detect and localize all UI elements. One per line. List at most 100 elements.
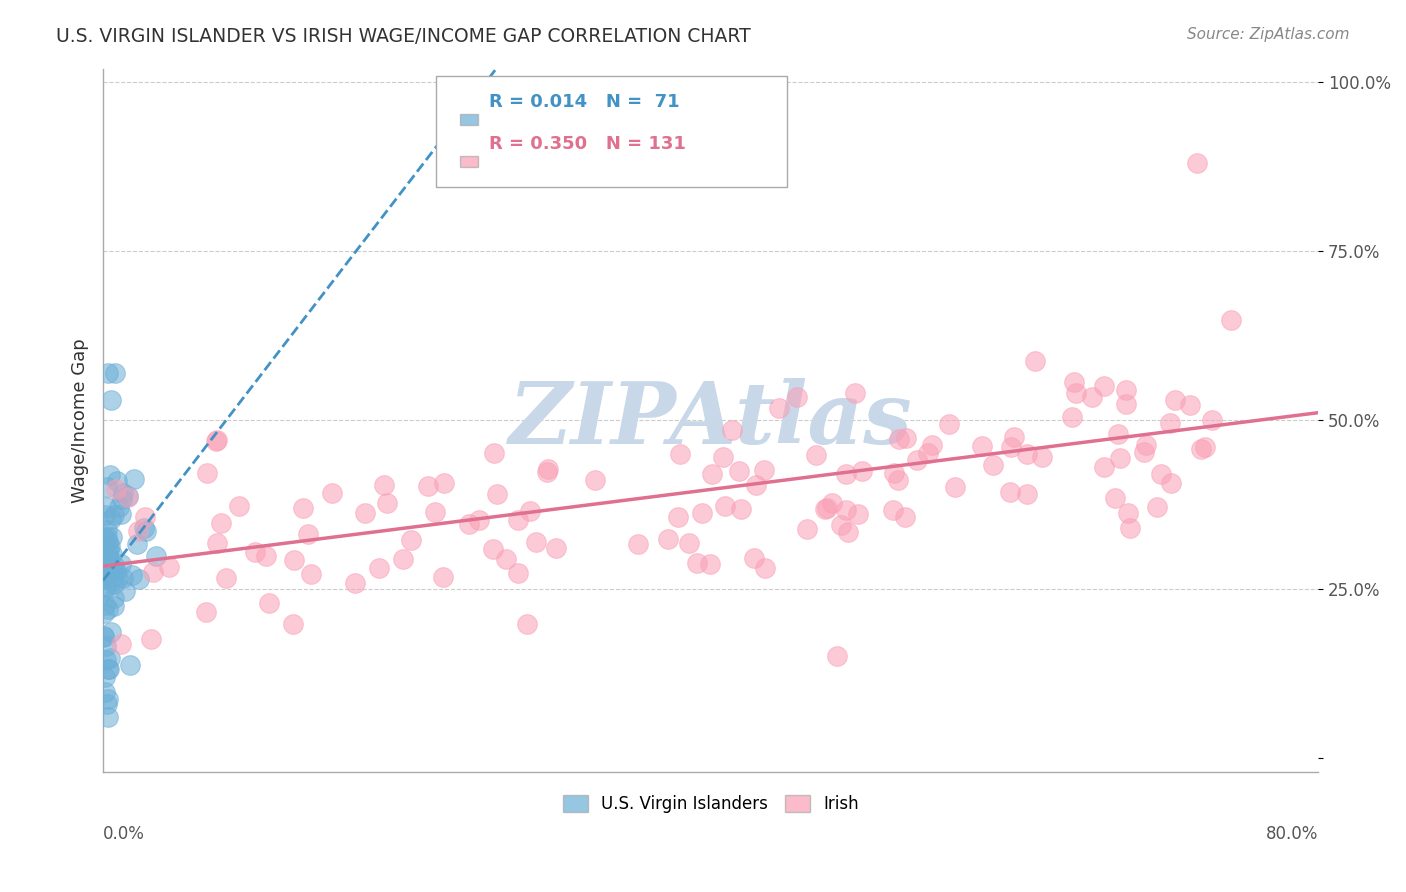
Point	[127, 537, 149, 551]
Point	[97, 551, 120, 566]
Point	[468, 513, 491, 527]
Point	[821, 496, 844, 510]
Point	[112, 485, 135, 500]
Point	[96, 697, 118, 711]
Point	[97, 366, 120, 380]
Point	[375, 496, 398, 510]
Point	[391, 551, 413, 566]
Point	[105, 483, 128, 497]
Point	[299, 567, 322, 582]
Point	[96, 530, 118, 544]
Point	[1115, 383, 1137, 397]
Point	[1194, 441, 1216, 455]
Point	[713, 499, 735, 513]
Point	[98, 467, 121, 482]
Point	[1164, 392, 1187, 407]
Point	[1115, 397, 1137, 411]
Point	[103, 577, 125, 591]
Point	[796, 522, 818, 536]
Point	[506, 513, 529, 527]
Point	[94, 670, 117, 684]
Point	[945, 480, 967, 494]
Point	[97, 548, 120, 562]
Point	[101, 570, 124, 584]
Point	[1015, 447, 1038, 461]
Point	[120, 657, 142, 672]
Point	[94, 559, 117, 574]
Point	[93, 630, 115, 644]
Point	[537, 462, 560, 476]
Point	[837, 525, 859, 540]
Point	[1000, 440, 1022, 454]
Point	[94, 685, 117, 699]
Point	[1092, 379, 1115, 393]
Point	[94, 500, 117, 514]
Point	[998, 484, 1021, 499]
Point	[887, 474, 910, 488]
Point	[134, 510, 156, 524]
Point	[844, 385, 866, 400]
Point	[544, 541, 567, 556]
Point	[195, 467, 218, 481]
Text: ZIPAtlas: ZIPAtlas	[509, 378, 912, 462]
Point	[835, 503, 858, 517]
Point	[145, 549, 167, 563]
Point	[94, 564, 117, 578]
Point	[107, 571, 129, 585]
Point	[257, 596, 280, 610]
Point	[93, 530, 115, 544]
Point	[1109, 450, 1132, 465]
Point	[93, 607, 115, 621]
Point	[122, 473, 145, 487]
Point	[752, 463, 775, 477]
Point	[524, 535, 547, 549]
Point	[666, 510, 689, 524]
Point	[117, 490, 139, 504]
Point	[921, 438, 943, 452]
Point	[889, 433, 911, 447]
Point	[970, 439, 993, 453]
Point	[433, 476, 456, 491]
Point	[905, 453, 928, 467]
Point	[699, 557, 721, 571]
Point	[121, 568, 143, 582]
Point	[93, 562, 115, 576]
Point	[814, 501, 837, 516]
Point	[243, 545, 266, 559]
Point	[157, 560, 180, 574]
Point	[1104, 491, 1126, 505]
Point	[730, 143, 752, 157]
Point	[686, 556, 709, 570]
Point	[98, 650, 121, 665]
Point	[228, 499, 250, 513]
Point	[1116, 506, 1139, 520]
Point	[482, 542, 505, 557]
Point	[418, 479, 440, 493]
Point	[94, 580, 117, 594]
Point	[209, 516, 232, 530]
Point	[135, 524, 157, 538]
Point	[423, 505, 446, 519]
Point	[508, 566, 530, 581]
Point	[96, 534, 118, 549]
Point	[830, 518, 852, 533]
Point	[1185, 156, 1208, 170]
Point	[97, 692, 120, 706]
Point	[1092, 459, 1115, 474]
Point	[917, 446, 939, 460]
Point	[283, 552, 305, 566]
Point	[110, 637, 132, 651]
Point	[626, 536, 648, 550]
Point	[1133, 444, 1156, 458]
Point	[536, 465, 558, 479]
Point	[98, 539, 121, 553]
Point	[100, 392, 122, 407]
Point	[205, 535, 228, 549]
Point	[516, 616, 538, 631]
Point	[742, 550, 765, 565]
Point	[343, 576, 366, 591]
Point	[1017, 487, 1039, 501]
Point	[291, 501, 314, 516]
Point	[883, 467, 905, 481]
Point	[1180, 398, 1202, 412]
